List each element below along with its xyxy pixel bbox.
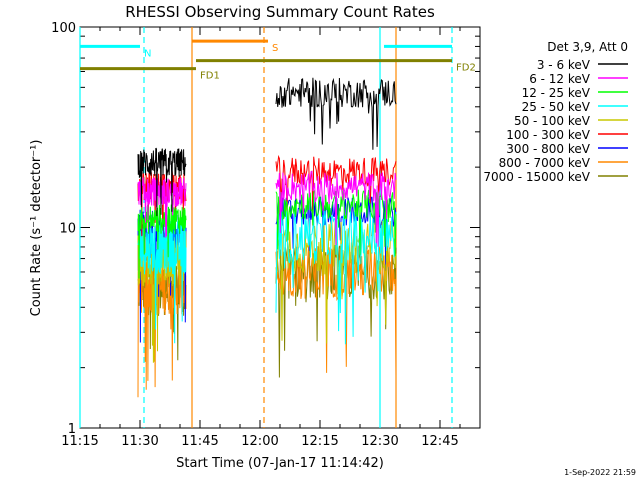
legend-item-label: 3 - 6 keV [537,58,591,72]
x-tick-label: 11:45 [181,434,218,449]
x-tick-label: 12:15 [301,434,338,449]
x-tick-label: 12:30 [361,434,398,449]
chart-title: RHESSI Observing Summary Count Rates [125,3,435,21]
x-tick-label: 11:30 [121,434,158,449]
legend-item-label: 7000 - 15000 keV [483,170,590,184]
x-tick-label: 12:00 [241,434,278,449]
flag-bar-label: S [272,43,278,54]
flag-bar-label: FD2 [456,63,476,74]
x-tick-label: 12:45 [421,434,458,449]
series-line [137,260,187,398]
flag-bar-label: FD1 [200,71,220,82]
y-tick-label: 1 [68,422,76,437]
plot-area: 11:15 11:30 11:45 12:00 12:15 12:30 12:45 1 10 10… [51,21,481,449]
series-line [275,245,397,376]
legend-item-label: 300 - 800 keV [506,142,590,156]
legend-item-label: 6 - 12 keV [529,72,591,86]
footer-date: 1-Sep-2022 21:59 [564,468,636,477]
legend-item-label: 25 - 50 keV [522,100,591,114]
flag-bar-label: N [144,48,151,59]
y-tick-label: 100 [51,21,76,36]
x-tick-label: 11:15 [61,434,98,449]
legend-item-label: 50 - 100 keV [514,114,591,128]
y-axis-label: Count Rate (s⁻¹ detector⁻¹) [29,140,44,317]
series-line [137,147,187,217]
legend-item-label: 800 - 7000 keV [499,156,591,170]
y-tick-label: 10 [59,222,76,237]
series-line [275,171,397,247]
series-line [137,177,187,238]
legend-item-label: 100 - 300 keV [506,128,590,142]
legend-title: Det 3,9, Att 0 [547,40,628,54]
x-axis-label: Start Time (07-Jan-17 11:14:42) [176,456,384,471]
series-line [275,154,397,227]
legend-item-label: 12 - 25 keV [522,86,591,100]
series-line [275,77,397,150]
